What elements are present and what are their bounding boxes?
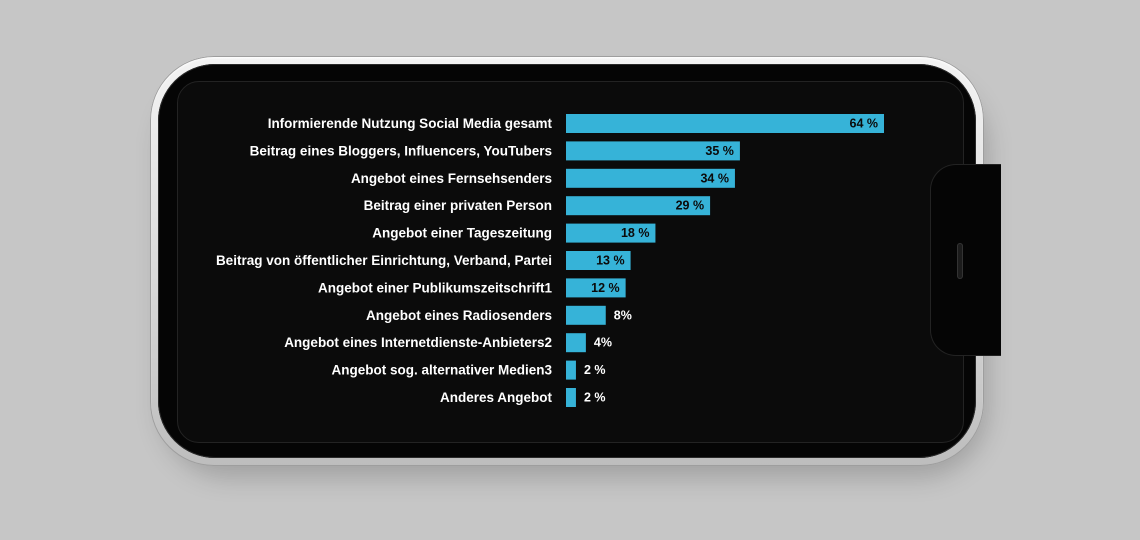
category-label: Informierende Nutzung Social Media gesam…: [268, 116, 553, 131]
bar-9: [566, 360, 576, 380]
phone-notch: [930, 164, 1001, 356]
category-label: Beitrag von öffentlicher Einrichtung, Ve…: [216, 253, 552, 268]
category-label: Beitrag eines Bloggers, Influencers, You…: [250, 143, 552, 158]
value-label: 18 %: [621, 226, 650, 240]
bar-0: [566, 114, 884, 133]
bar-10: [566, 388, 576, 407]
bar-7: [566, 305, 606, 325]
bar-3: [566, 196, 711, 216]
bar-6: [566, 278, 626, 298]
value-label: 64 %: [850, 117, 879, 131]
value-label: 35 %: [705, 144, 734, 158]
category-label: Anderes Angebot: [440, 390, 553, 405]
category-label: Angebot eines Fernsehsenders: [351, 171, 552, 186]
value-label: 13 %: [596, 254, 625, 268]
phone-bezel: [158, 64, 1001, 458]
speaker-grille-icon: [957, 243, 963, 279]
category-label: Angebot einer Publikumszeitschrift1: [318, 280, 553, 295]
value-label: 2 %: [584, 363, 606, 377]
value-label: 34 %: [700, 171, 729, 185]
category-label: Angebot eines Radiosenders: [366, 308, 552, 323]
value-label: 4%: [594, 336, 612, 350]
bar-8: [566, 333, 586, 353]
category-label: Beitrag einer privaten Person: [364, 198, 552, 213]
value-label: 2 %: [584, 391, 606, 405]
category-label: Angebot einer Tageszeitung: [372, 226, 552, 241]
category-label: Angebot sog. alternativer Medien3: [331, 363, 552, 378]
value-label: 12 %: [591, 281, 620, 295]
bar-4: [566, 223, 656, 243]
value-label: 29 %: [676, 199, 705, 213]
category-label: Angebot eines Internetdienste-Anbieters2: [284, 335, 552, 350]
bars-layer: Informierende Nutzung Social Media gesam…: [216, 114, 884, 407]
bar-5: [566, 251, 631, 270]
value-label: 8%: [614, 308, 632, 322]
bar-2: [566, 168, 735, 188]
bar-1: [566, 141, 740, 161]
